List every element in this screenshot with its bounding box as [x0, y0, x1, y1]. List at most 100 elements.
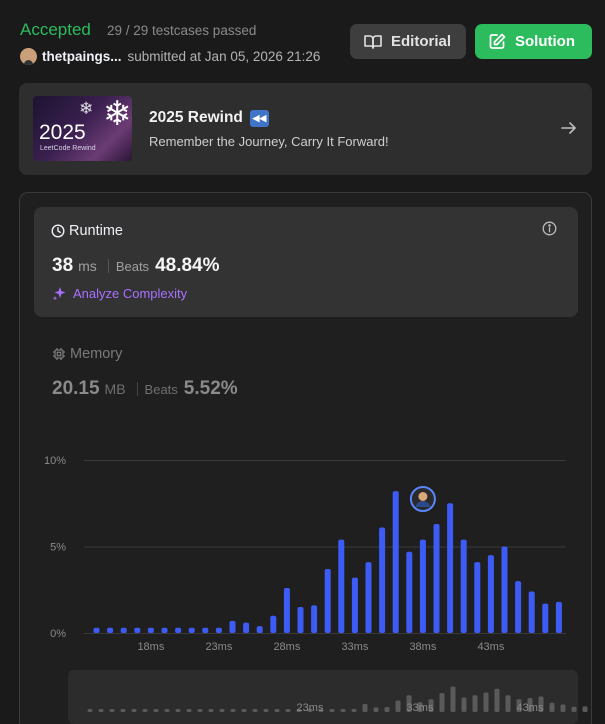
- chart-bar[interactable]: [215, 627, 222, 633]
- submission-info: thetpaings... submitted at Jan 05, 2026 …: [20, 48, 320, 65]
- chart-bar[interactable]: [419, 539, 426, 633]
- overview-bar: [109, 709, 115, 712]
- chart-bar[interactable]: [474, 562, 481, 633]
- runtime-label-text: Runtime: [69, 223, 123, 239]
- edit-icon: [489, 33, 506, 49]
- solution-button[interactable]: Solution: [475, 24, 592, 59]
- chart-bar[interactable]: [134, 627, 141, 633]
- memory-unit: MB: [104, 381, 126, 397]
- overview-bar: [164, 709, 170, 712]
- runtime-beats-label: Beats: [115, 259, 150, 274]
- chart-bar[interactable]: [447, 503, 454, 633]
- chart-bar[interactable]: [528, 591, 535, 633]
- overview-bar: [340, 709, 346, 712]
- arrow-right-icon[interactable]: [560, 119, 578, 137]
- chart-bar[interactable]: [460, 539, 467, 633]
- x-tick-label: 28ms: [273, 641, 300, 653]
- x-tick-label: 23ms: [205, 641, 232, 653]
- overview-bar: [153, 709, 159, 712]
- chart-bar[interactable]: [338, 539, 345, 633]
- analyze-complexity-button[interactable]: Analyze Complexity: [52, 286, 187, 301]
- chart-bar[interactable]: [406, 551, 413, 633]
- status-accepted: Accepted: [20, 20, 91, 39]
- chart-bar[interactable]: [93, 627, 100, 633]
- chart-bar[interactable]: [188, 627, 195, 633]
- overview-bar: [571, 706, 577, 712]
- rewind-thumbnail: ❄ ❄ 2025 LeetCode Rewind: [33, 96, 132, 161]
- chart-bar[interactable]: [175, 627, 182, 633]
- chart-bar[interactable]: [433, 524, 440, 633]
- chart-range-overview[interactable]: [68, 670, 578, 724]
- overview-bar: [450, 686, 456, 712]
- overview-bar: [406, 695, 412, 712]
- overview-tick-label: 33ms: [407, 702, 434, 714]
- chart-bar[interactable]: [311, 605, 318, 633]
- memory-card[interactable]: Memory 20.15 MB Beats 5.52%: [52, 346, 572, 406]
- overview-bar: [241, 709, 247, 712]
- chart-bar[interactable]: [379, 527, 386, 633]
- overview-bar: [362, 703, 368, 712]
- rewind-banner[interactable]: ❄ ❄ 2025 LeetCode Rewind 2025 Rewind ◀◀ …: [19, 83, 592, 175]
- overview-bar: [263, 709, 269, 712]
- chart-bar[interactable]: [501, 546, 508, 634]
- username-link[interactable]: thetpaings...: [42, 49, 122, 64]
- rewind-badge-icon: ◀◀: [249, 109, 269, 127]
- editorial-button[interactable]: Editorial: [350, 24, 466, 59]
- chart-bar[interactable]: [351, 577, 358, 633]
- chart-bar[interactable]: [297, 607, 304, 633]
- chart-bar[interactable]: [256, 626, 263, 633]
- overview-bar: [582, 706, 588, 712]
- editorial-label: Editorial: [391, 33, 452, 50]
- chart-bar[interactable]: [270, 615, 277, 633]
- memory-values: 20.15 MB Beats 5.52%: [52, 378, 238, 400]
- chart-bar[interactable]: [147, 627, 154, 633]
- chart-bar[interactable]: [555, 601, 562, 633]
- submission-header: Accepted 29 / 29 testcases passed thetpa…: [20, 20, 592, 68]
- snowflake-icon: ❄: [103, 96, 132, 133]
- overview-bar: [494, 688, 500, 712]
- overview-bar: [197, 709, 203, 712]
- chart-bar[interactable]: [515, 581, 522, 633]
- overview-bar: [472, 695, 478, 712]
- x-tick-label: 18ms: [137, 641, 164, 653]
- chart-bar[interactable]: [365, 562, 372, 633]
- chart-bar[interactable]: [107, 627, 114, 633]
- overview-bar: [461, 697, 467, 712]
- chart-bar[interactable]: [243, 622, 250, 633]
- overview-bar: [428, 699, 434, 712]
- chart-bar[interactable]: [283, 588, 290, 633]
- runtime-values: 38 ms Beats 48.84%: [52, 255, 220, 277]
- chart-bar[interactable]: [161, 627, 168, 633]
- testcases-passed: 29 / 29 testcases passed: [107, 23, 257, 38]
- chart-bar[interactable]: [120, 627, 127, 633]
- book-icon: [364, 35, 382, 49]
- overview-bar: [208, 709, 214, 712]
- overview-tick-label: 43ms: [517, 702, 544, 714]
- analyze-label: Analyze Complexity: [73, 286, 188, 301]
- chart-bar[interactable]: [542, 603, 549, 633]
- info-icon[interactable]: [542, 221, 557, 236]
- x-tick-label: 33ms: [341, 641, 368, 653]
- clock-icon: [51, 224, 65, 238]
- chart-bar[interactable]: [202, 627, 209, 633]
- runtime-card[interactable]: Runtime 38 ms Beats 48.84% Analyze Compl…: [34, 207, 578, 317]
- chart-bar[interactable]: [487, 555, 494, 633]
- overview-bar: [252, 709, 258, 712]
- rewind-title: 2025 Rewind ◀◀: [149, 109, 269, 127]
- chart-bar[interactable]: [229, 620, 236, 633]
- chart-bar[interactable]: [324, 568, 331, 633]
- memory-label-text: Memory: [70, 346, 123, 362]
- overview-bar: [318, 709, 324, 712]
- memory-label: Memory: [52, 346, 122, 362]
- overview-bar: [373, 707, 379, 712]
- chip-icon: [53, 348, 65, 360]
- chart-bar[interactable]: [392, 491, 399, 633]
- avatar[interactable]: [20, 48, 37, 65]
- thumb-year: 2025: [39, 121, 86, 144]
- y-tick-label: 10%: [44, 455, 66, 467]
- overview-bar: [296, 709, 302, 712]
- thumb-subtitle: LeetCode Rewind: [40, 145, 96, 152]
- runtime-beats-value: 48.84%: [155, 255, 220, 276]
- memory-beats-value: 5.52%: [183, 378, 238, 399]
